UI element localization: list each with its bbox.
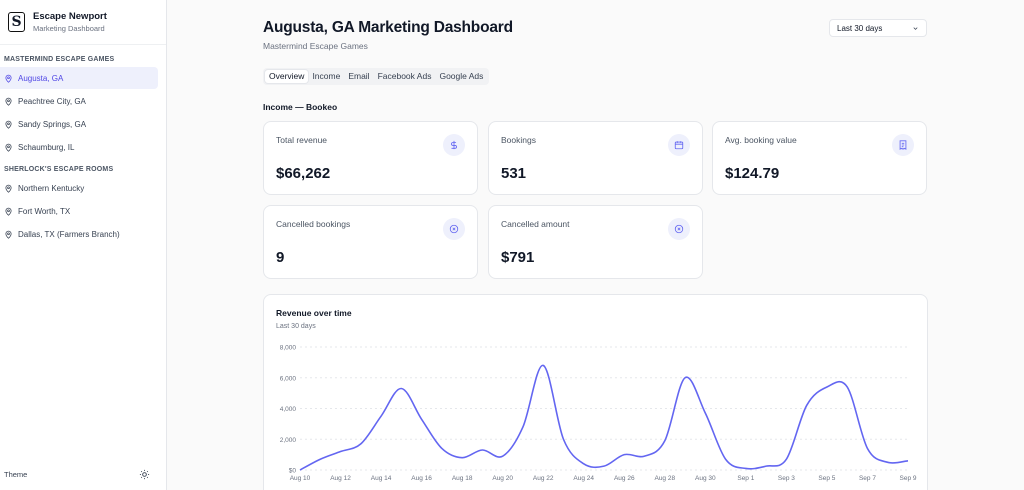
sidebar-item-peachtree-city[interactable]: Peachtree City, GA	[0, 90, 158, 112]
stat-value: 531	[501, 165, 527, 182]
y-tick-label: $0	[289, 468, 297, 475]
revenue-series-line	[299, 364, 909, 471]
theme-label: Theme	[4, 470, 28, 479]
stat-card-cancelled-amount: Cancelled amount $791	[488, 205, 703, 279]
x-tick-label: Aug 22	[533, 475, 554, 482]
x-tick-label: Aug 16	[411, 475, 432, 482]
sidebar-item-label: Augusta, GA	[18, 73, 64, 83]
stat-label: Cancelled amount	[501, 219, 570, 229]
sidebar-item-dallas[interactable]: Dallas, TX (Farmers Branch)	[0, 223, 158, 245]
calendar-icon	[668, 134, 690, 156]
stat-label: Avg. booking value	[725, 135, 797, 145]
x-tick-label: Sep 3	[778, 475, 795, 482]
stat-value: $66,262	[276, 165, 331, 182]
tab-email[interactable]: Email	[348, 71, 370, 81]
brand-logo: S	[8, 12, 25, 32]
group-label-mastermind: Mastermind Escape Games	[4, 56, 115, 63]
revenue-chart-card: $0 2,000 4,000 6,000 8,000 Aug 10 Aug 12 Aug 14…	[263, 294, 928, 490]
tab-bar: Overview Income Email Facebook Ads Googl…	[263, 68, 490, 85]
section-title: Income — Bookeo	[263, 102, 338, 112]
receipt-icon	[892, 134, 914, 156]
map-pin-icon	[5, 184, 12, 193]
stat-value: 9	[276, 249, 285, 266]
tab-overview[interactable]: Overview	[265, 70, 309, 83]
sidebar-item-schaumburg[interactable]: Schaumburg, IL	[0, 136, 158, 158]
map-pin-icon	[5, 143, 12, 152]
map-pin-icon	[5, 74, 12, 83]
x-tick-label: Aug 18	[452, 475, 473, 482]
chart-subtitle: Last 30 days	[276, 323, 316, 330]
x-tick-label: Aug 12	[330, 475, 351, 482]
date-range-value: Last 30 days	[837, 23, 883, 33]
stat-card-cancelled-bookings: Cancelled bookings 9	[263, 205, 478, 279]
x-circle-icon	[668, 218, 690, 240]
sidebar-item-augusta[interactable]: Augusta, GA	[0, 67, 158, 89]
x-tick-label: Sep 9	[900, 475, 917, 482]
sidebar-item-label: Sandy Springs, GA	[18, 119, 87, 129]
brand-name: Escape Newport	[33, 10, 107, 22]
x-tick-label: Aug 24	[573, 475, 594, 482]
x-circle-icon	[443, 218, 465, 240]
map-pin-icon	[5, 230, 12, 239]
tab-google-ads[interactable]: Google Ads	[439, 71, 484, 81]
y-tick-label: 8,000	[280, 345, 297, 352]
sidebar-item-northern-kentucky[interactable]: Northern Kentucky	[0, 177, 158, 199]
brand[interactable]: S Escape Newport Marketing Dashboard	[0, 0, 166, 45]
group-label-sherlocks: Sherlock's Escape Rooms	[4, 166, 114, 173]
map-pin-icon	[5, 97, 12, 106]
sidebar-item-sandy-springs[interactable]: Sandy Springs, GA	[0, 113, 158, 135]
stat-card-bookings: Bookings 531	[488, 121, 703, 195]
y-tick-label: 2,000	[280, 437, 297, 444]
sidebar-item-label: Schaumburg, IL	[18, 142, 75, 152]
stat-card-total-revenue: Total revenue $66,262	[263, 121, 478, 195]
page-subtitle: Mastermind Escape Games	[263, 41, 368, 51]
x-tick-label: Sep 1	[737, 475, 754, 482]
sidebar-item-label: Fort Worth, TX	[18, 206, 71, 216]
stat-label: Total revenue	[276, 135, 328, 145]
x-tick-label: Aug 28	[654, 475, 675, 482]
theme-row: Theme	[0, 469, 166, 480]
x-tick-label: Sep 7	[859, 475, 876, 482]
x-tick-label: Aug 14	[371, 475, 392, 482]
chart-title: Revenue over time	[276, 308, 352, 318]
x-tick-label: Aug 30	[695, 475, 716, 482]
x-tick-label: Aug 10	[290, 475, 311, 482]
revenue-chart: $0 2,000 4,000 6,000 8,000 Aug 10 Aug 12 Aug 14…	[280, 345, 917, 483]
map-pin-icon	[5, 120, 12, 129]
map-pin-icon	[5, 207, 12, 216]
brand-subtitle: Marketing Dashboard	[33, 23, 105, 33]
stat-label: Cancelled bookings	[276, 219, 351, 229]
y-tick-label: 6,000	[280, 375, 297, 382]
x-tick-label: Aug 26	[614, 475, 635, 482]
tab-facebook-ads[interactable]: Facebook Ads	[377, 71, 432, 81]
chevron-down-icon	[913, 26, 918, 30]
page-title: Augusta, GA Marketing Dashboard	[263, 19, 513, 36]
stat-label: Bookings	[501, 135, 536, 145]
sidebar-item-fort-worth[interactable]: Fort Worth, TX	[0, 200, 158, 222]
tab-income[interactable]: Income	[312, 71, 341, 81]
stat-value: $791	[501, 249, 535, 266]
sidebar-item-label: Northern Kentucky	[18, 183, 85, 193]
stat-card-avg-booking-value: Avg. booking value $124.79	[712, 121, 927, 195]
sidebar-item-label: Peachtree City, GA	[18, 96, 86, 106]
date-range-select[interactable]: Last 30 days	[829, 19, 927, 37]
stat-value: $124.79	[725, 165, 780, 182]
dollar-icon	[443, 134, 465, 156]
sidebar-item-label: Dallas, TX (Farmers Branch)	[18, 229, 120, 239]
x-tick-label: Sep 5	[818, 475, 835, 482]
x-tick-label: Aug 20	[492, 475, 513, 482]
sun-icon[interactable]	[139, 469, 150, 480]
y-tick-label: 4,000	[280, 406, 297, 413]
sidebar: S Escape Newport Marketing Dashboard Mas…	[0, 0, 167, 490]
